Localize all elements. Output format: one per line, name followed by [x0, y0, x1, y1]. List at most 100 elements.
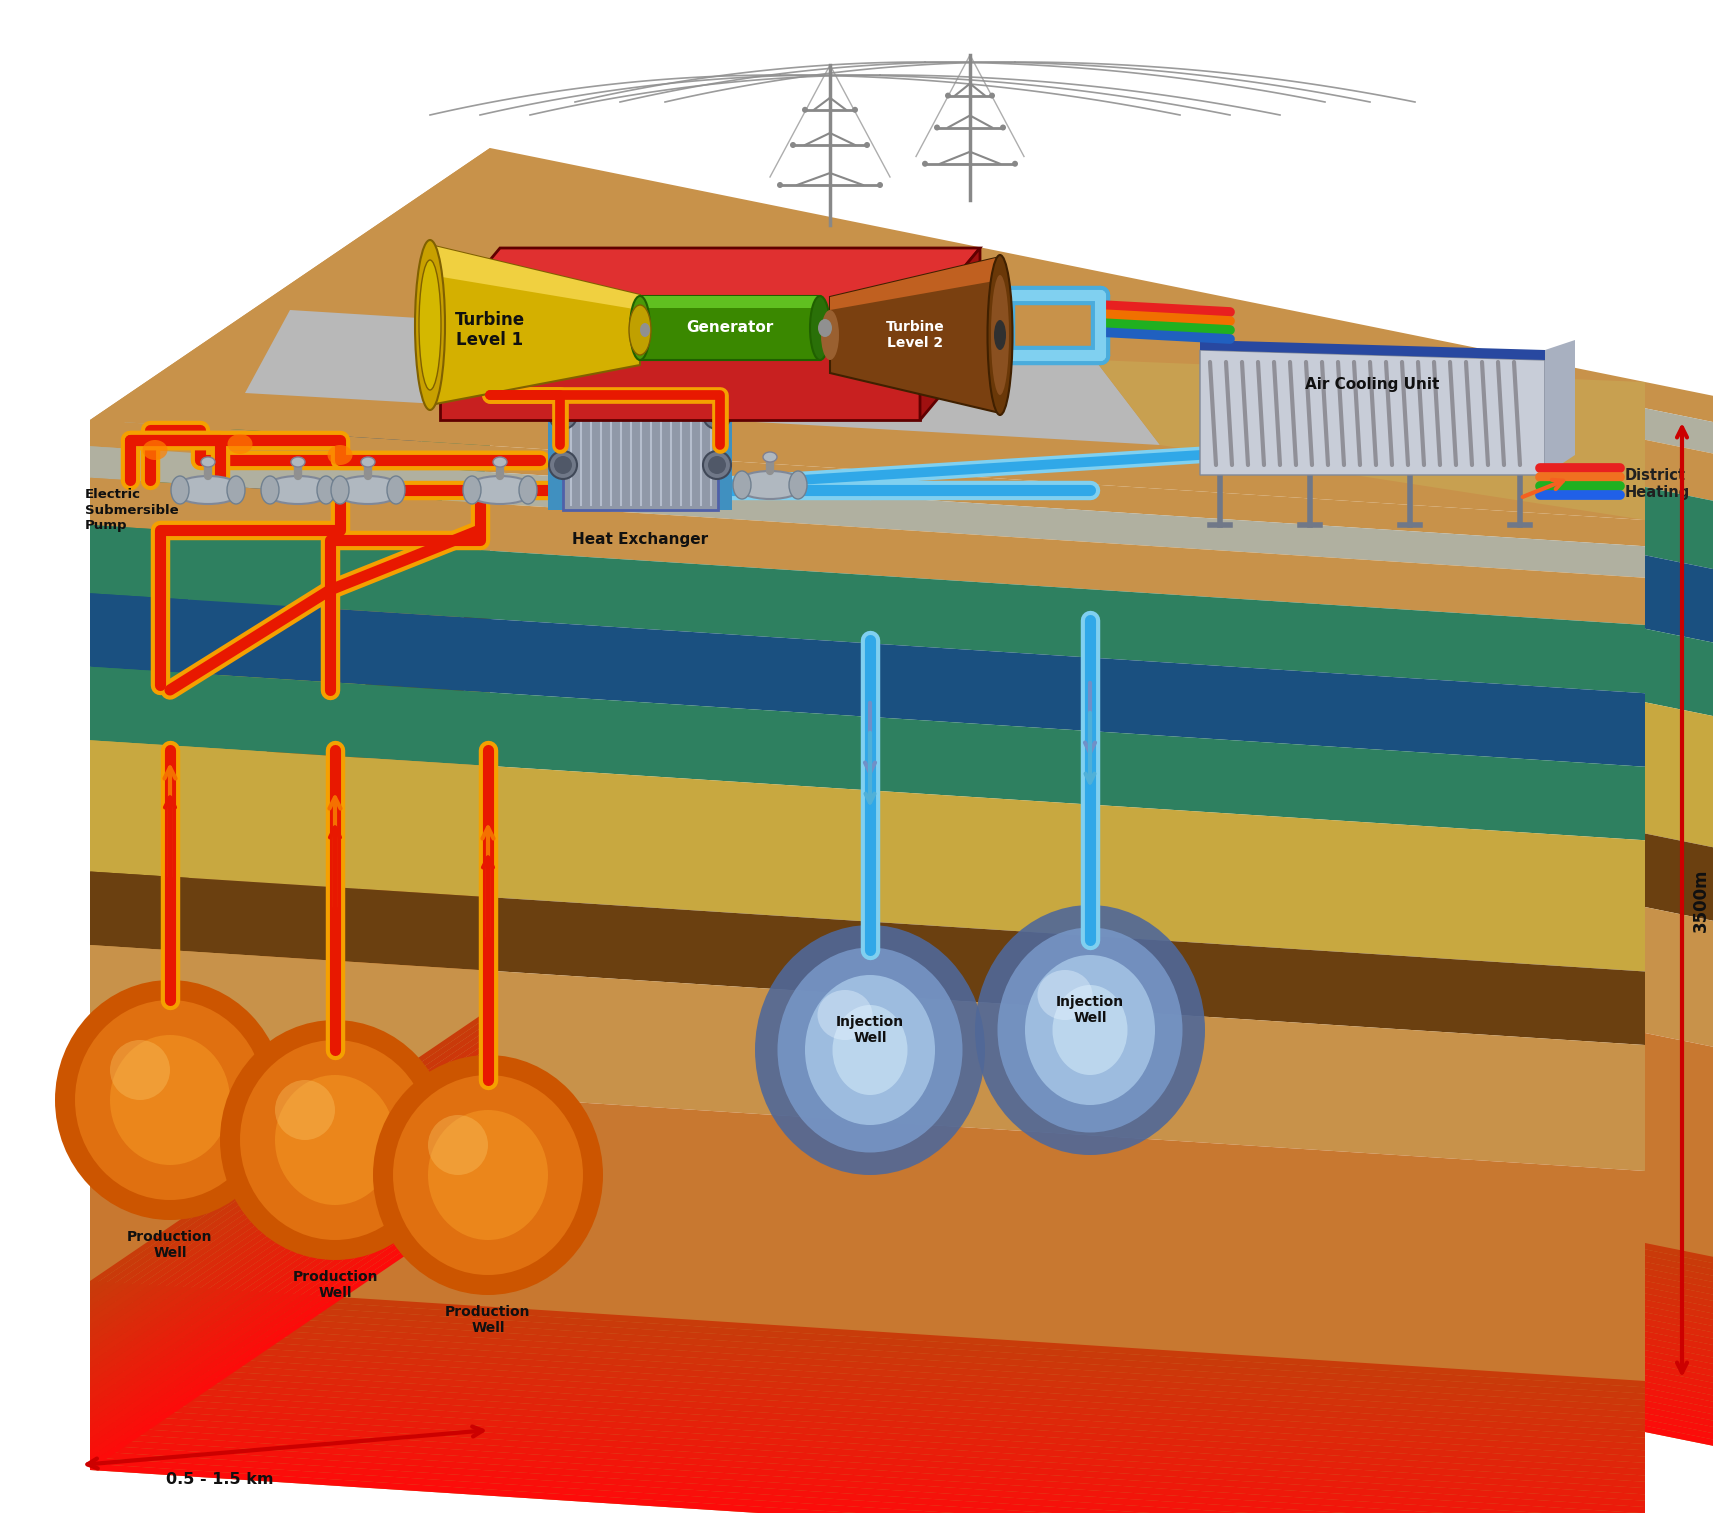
Polygon shape: [91, 1117, 490, 1395]
Polygon shape: [91, 148, 1644, 520]
Ellipse shape: [802, 107, 809, 113]
Ellipse shape: [994, 321, 1006, 350]
Polygon shape: [91, 1111, 490, 1387]
Polygon shape: [91, 1381, 1644, 1489]
Polygon shape: [91, 599, 490, 946]
Ellipse shape: [260, 477, 279, 504]
Text: 0.5 - 1.5 km: 0.5 - 1.5 km: [166, 1472, 274, 1487]
Polygon shape: [91, 1047, 490, 1325]
Polygon shape: [1644, 1381, 1713, 1401]
Polygon shape: [91, 468, 490, 871]
Polygon shape: [91, 1167, 490, 1445]
Ellipse shape: [464, 477, 534, 504]
Ellipse shape: [707, 455, 726, 474]
Polygon shape: [91, 1312, 1644, 1419]
Polygon shape: [1644, 1344, 1713, 1363]
Text: Turbine
Level 1: Turbine Level 1: [456, 310, 526, 350]
Ellipse shape: [463, 477, 481, 504]
Polygon shape: [1644, 1294, 1713, 1313]
Polygon shape: [91, 1185, 490, 1463]
Ellipse shape: [762, 452, 778, 461]
Text: Production
Well: Production Well: [293, 1269, 379, 1300]
Polygon shape: [91, 1288, 1644, 1393]
Polygon shape: [1644, 1300, 1713, 1319]
Polygon shape: [91, 1331, 1644, 1437]
Polygon shape: [91, 421, 1644, 546]
Polygon shape: [1644, 1256, 1713, 1275]
Polygon shape: [91, 206, 490, 525]
Ellipse shape: [1038, 970, 1093, 1020]
Polygon shape: [1644, 1393, 1713, 1415]
Polygon shape: [1644, 1419, 1713, 1439]
Polygon shape: [91, 1035, 490, 1312]
Ellipse shape: [805, 974, 935, 1126]
Polygon shape: [91, 395, 490, 740]
Ellipse shape: [553, 455, 572, 474]
Ellipse shape: [428, 1111, 548, 1241]
Ellipse shape: [332, 477, 403, 504]
Polygon shape: [1644, 1288, 1713, 1307]
Ellipse shape: [373, 1055, 603, 1295]
Ellipse shape: [778, 947, 963, 1153]
Ellipse shape: [755, 924, 985, 1176]
Text: Heat Exchanger: Heat Exchanger: [572, 533, 707, 548]
Polygon shape: [1644, 1407, 1713, 1427]
Polygon shape: [1644, 1363, 1713, 1383]
Ellipse shape: [629, 306, 651, 356]
Polygon shape: [831, 257, 1000, 310]
Polygon shape: [91, 1294, 1644, 1400]
Text: Injection
Well: Injection Well: [1055, 996, 1124, 1026]
Polygon shape: [1644, 1250, 1713, 1269]
Polygon shape: [1644, 1274, 1713, 1295]
Ellipse shape: [240, 1039, 430, 1241]
Polygon shape: [91, 1079, 490, 1357]
Polygon shape: [91, 1173, 490, 1451]
Polygon shape: [831, 257, 1000, 413]
Ellipse shape: [75, 1000, 266, 1200]
Ellipse shape: [992, 275, 1009, 395]
Polygon shape: [91, 1041, 490, 1319]
Ellipse shape: [702, 451, 731, 480]
Text: Electric
Submersible
Pump: Electric Submersible Pump: [86, 489, 178, 531]
Polygon shape: [91, 1129, 490, 1407]
Polygon shape: [91, 1073, 490, 1350]
Ellipse shape: [553, 405, 572, 424]
Polygon shape: [1644, 1375, 1713, 1395]
Polygon shape: [91, 1135, 490, 1413]
Ellipse shape: [331, 477, 349, 504]
Polygon shape: [91, 174, 490, 478]
Ellipse shape: [171, 477, 188, 504]
Polygon shape: [91, 1065, 490, 1344]
Ellipse shape: [810, 297, 831, 360]
Polygon shape: [1644, 1356, 1713, 1377]
Polygon shape: [1644, 1337, 1713, 1357]
Polygon shape: [91, 1282, 1644, 1387]
Ellipse shape: [228, 434, 252, 454]
Ellipse shape: [392, 1076, 582, 1275]
Polygon shape: [91, 1401, 1644, 1507]
Polygon shape: [91, 1141, 490, 1419]
Ellipse shape: [387, 477, 404, 504]
Polygon shape: [91, 1337, 1644, 1443]
Polygon shape: [91, 1375, 1644, 1481]
Text: Generator: Generator: [687, 321, 774, 336]
Ellipse shape: [55, 980, 284, 1219]
Polygon shape: [91, 1395, 1644, 1501]
Polygon shape: [91, 1319, 1644, 1425]
Polygon shape: [1644, 1262, 1713, 1282]
Polygon shape: [430, 245, 641, 310]
Ellipse shape: [997, 927, 1182, 1133]
Polygon shape: [1644, 1387, 1713, 1409]
Text: 3500m: 3500m: [1692, 868, 1710, 932]
Ellipse shape: [420, 260, 440, 390]
Polygon shape: [1201, 350, 1545, 475]
Ellipse shape: [702, 401, 731, 430]
Ellipse shape: [707, 405, 726, 424]
Polygon shape: [91, 740, 1644, 971]
Ellipse shape: [819, 319, 833, 337]
Ellipse shape: [110, 1035, 230, 1165]
Polygon shape: [440, 321, 920, 421]
Ellipse shape: [630, 297, 649, 360]
Ellipse shape: [641, 322, 649, 337]
Polygon shape: [91, 1433, 1644, 1513]
